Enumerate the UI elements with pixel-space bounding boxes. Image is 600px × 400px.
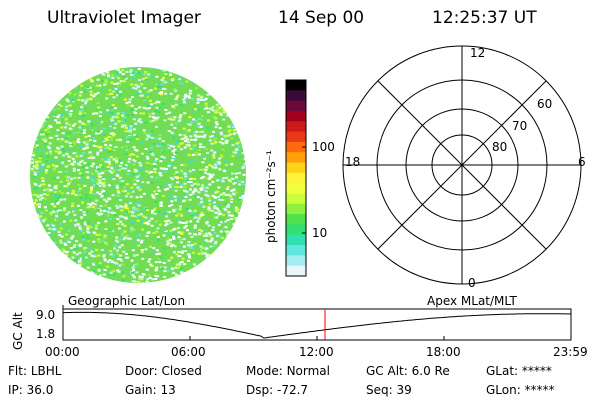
status-dsp: Dsp: -72.7 xyxy=(246,384,308,396)
status-seq-label: Seq: xyxy=(366,383,393,397)
status-mode-label: Mode: xyxy=(246,364,283,378)
instrument-title: Ultraviolet Imager xyxy=(47,8,201,28)
status-ip-value: 36.0 xyxy=(26,383,54,397)
status-ip: IP: 36.0 xyxy=(8,384,53,396)
colorbar xyxy=(285,79,307,277)
status-glat-value: ***** xyxy=(521,364,552,378)
status-ip-label: IP: xyxy=(8,383,23,397)
timeline-xtick-4: 23:59 xyxy=(553,345,588,359)
colorbar-unit-label: photon cm⁻²s⁻¹ xyxy=(264,150,278,243)
status-glon: GLon: ***** xyxy=(486,384,555,396)
status-seq: Seq: 39 xyxy=(366,384,412,396)
polar-lat-60: 60 xyxy=(537,97,553,111)
colorbar-tick-100: 100 xyxy=(312,140,335,154)
status-seq-value: 39 xyxy=(396,383,412,397)
polar-label-left: 18 xyxy=(345,155,361,169)
polar-lat-80: 80 xyxy=(492,140,508,154)
status-gcalt: GC Alt: 6.0 Re xyxy=(366,365,450,377)
status-flt: Flt: LBHL xyxy=(8,365,61,377)
status-flt-label: Flt: xyxy=(8,364,27,378)
timeline-xtick-3: 18:00 xyxy=(426,345,461,359)
timeline-right-label: Apex MLat/MLT xyxy=(427,294,517,308)
polar-label-bottom: 0 xyxy=(468,276,476,290)
status-gain: Gain: 13 xyxy=(125,384,176,396)
status-gcalt-label: GC Alt: xyxy=(366,364,408,378)
timeline-left-label: Geographic Lat/Lon xyxy=(68,294,186,308)
status-glat: GLat: ***** xyxy=(486,365,552,377)
status-dsp-label: Dsp: xyxy=(246,383,274,397)
status-door: Door: Closed xyxy=(125,365,202,377)
polar-lat-70: 70 xyxy=(512,119,528,133)
status-gain-value: 13 xyxy=(160,383,176,397)
polar-label-right: 6 xyxy=(578,155,586,169)
status-mode: Mode: Normal xyxy=(246,365,330,377)
time-label: 12:25:37 UT xyxy=(432,8,537,28)
polar-label-top: 12 xyxy=(470,46,486,60)
timeline-xtick-1: 06:00 xyxy=(171,345,206,359)
status-gain-label: Gain: xyxy=(125,383,157,397)
colorbar-tick-10: 10 xyxy=(312,226,328,240)
status-mode-value: Normal xyxy=(286,364,330,378)
status-dsp-value: -72.7 xyxy=(276,383,309,397)
status-door-value: Closed xyxy=(161,364,202,378)
timeline-xtick-2: 12:00 xyxy=(299,345,334,359)
uv-image xyxy=(30,67,246,283)
status-glat-label: GLat: xyxy=(486,364,519,378)
polar-plot xyxy=(342,45,582,285)
status-gcalt-value: 6.0 Re xyxy=(411,364,450,378)
status-flt-value: LBHL xyxy=(30,364,62,378)
status-door-label: Door: xyxy=(125,364,158,378)
timeline-ytick-min: 1.8 xyxy=(36,327,56,341)
date-label: 14 Sep 00 xyxy=(278,8,365,28)
status-glon-label: GLon: xyxy=(486,383,521,397)
timeline-ytick-max: 9.0 xyxy=(36,308,56,322)
timeline-xtick-0: 00:00 xyxy=(45,345,80,359)
status-glon-value: ***** xyxy=(524,383,555,397)
altitude-timeline xyxy=(62,305,572,341)
timeline-axis-title: GC Alt xyxy=(11,312,25,350)
